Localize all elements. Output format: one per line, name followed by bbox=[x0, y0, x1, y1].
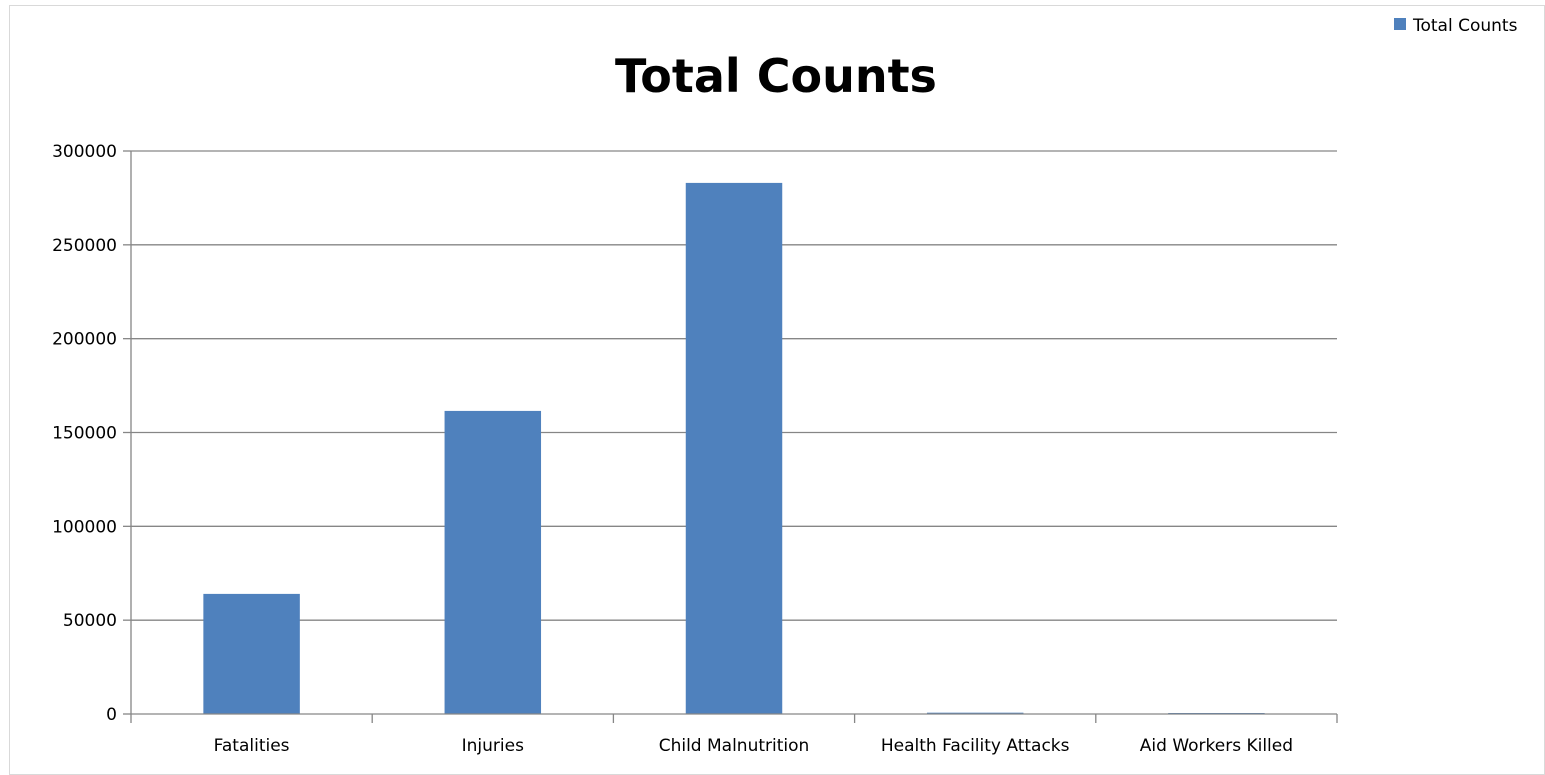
y-tick-label: 100000 bbox=[52, 517, 117, 537]
y-tick-label: 300000 bbox=[52, 142, 117, 162]
legend-swatch bbox=[1394, 18, 1406, 30]
bar bbox=[203, 593, 300, 714]
bar bbox=[926, 712, 1024, 714]
bar bbox=[444, 410, 542, 714]
y-tick-label: 200000 bbox=[52, 330, 117, 350]
y-tick-label: 50000 bbox=[63, 611, 117, 631]
x-tick-label: Fatalities bbox=[214, 736, 290, 756]
x-tick-label: Injuries bbox=[462, 736, 524, 756]
x-tick-label: Aid Workers Killed bbox=[1140, 736, 1293, 756]
bars bbox=[203, 182, 1265, 715]
grid-lines bbox=[131, 150, 1337, 621]
bar bbox=[685, 182, 783, 715]
x-tick-label: Health Facility Attacks bbox=[881, 736, 1070, 756]
y-tick-label: 250000 bbox=[52, 236, 117, 256]
tick-labels: 0 50000 100000 150000 200000 250000 300000 Fata… bbox=[52, 142, 1293, 756]
axes bbox=[123, 150, 1338, 723]
x-tick-label: Child Malnutrition bbox=[659, 736, 810, 756]
chart-title: Total Counts bbox=[615, 49, 937, 103]
y-tick-label: 0 bbox=[106, 705, 117, 725]
legend-label: Total Counts bbox=[1412, 16, 1518, 36]
y-tick-label: 150000 bbox=[52, 424, 117, 444]
legend: Total Counts bbox=[1394, 16, 1518, 36]
